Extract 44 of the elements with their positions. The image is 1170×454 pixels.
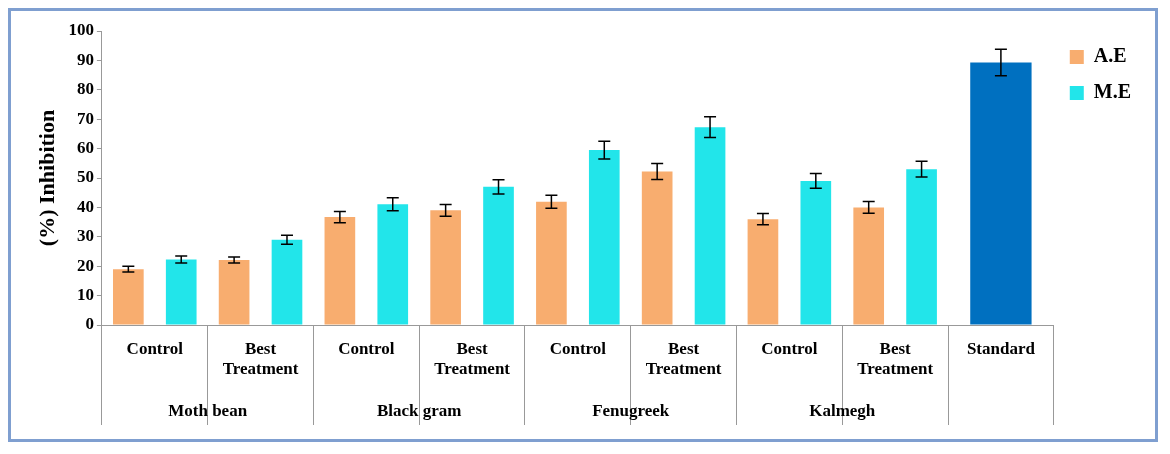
- x-tick-label: Control: [549, 338, 607, 358]
- x-tick-label: Control: [126, 338, 184, 358]
- bar: [271, 239, 303, 325]
- bar: [641, 171, 673, 325]
- bar: [747, 219, 779, 325]
- bar: [483, 186, 514, 325]
- bar: [113, 269, 144, 325]
- bar: [536, 201, 567, 325]
- text: Kalmegh: [809, 401, 876, 421]
- x-tick-label: Best Treatment: [222, 338, 299, 378]
- bar: [377, 204, 409, 325]
- x-tick-label: Standard: [966, 338, 1036, 358]
- y-tick-label: 0: [85, 314, 94, 334]
- bar: [906, 169, 937, 325]
- bar: [430, 210, 461, 325]
- y-tick-label: 20: [76, 255, 94, 275]
- x-tick-label: Control: [338, 338, 395, 358]
- x-tick-label: Best Treatment: [857, 338, 934, 378]
- text: Black gram: [376, 401, 462, 421]
- legend-label: M.E: [1093, 80, 1131, 103]
- y-tick-label: 30: [76, 226, 94, 246]
- y-tick-label: 100: [68, 20, 94, 40]
- bar: [165, 259, 197, 325]
- y-tick-label: 70: [76, 108, 94, 128]
- y-tick-label: 40: [76, 196, 94, 216]
- text: Fenugreek: [592, 401, 670, 421]
- legend-label: A.E: [1093, 44, 1127, 67]
- bar: [324, 217, 356, 325]
- x-tick-label: Best Treatment: [434, 338, 511, 378]
- bar: [970, 62, 1032, 325]
- y-axis-title: (%) Inhibition: [33, 109, 59, 247]
- y-tick-label: 90: [76, 49, 94, 69]
- y-tick-label: 80: [76, 79, 94, 99]
- y-tick-label: 60: [76, 137, 94, 157]
- y-tick-label: 50: [76, 167, 94, 187]
- bar: [800, 180, 832, 325]
- bar: [218, 260, 250, 325]
- y-tick-label: 10: [76, 284, 94, 304]
- bar: [694, 127, 726, 325]
- bar: [588, 150, 620, 325]
- x-tick-label: Best Treatment: [645, 338, 722, 378]
- text: Moth bean: [168, 401, 248, 421]
- x-tick-label: Control: [761, 338, 818, 358]
- bar: [853, 207, 885, 325]
